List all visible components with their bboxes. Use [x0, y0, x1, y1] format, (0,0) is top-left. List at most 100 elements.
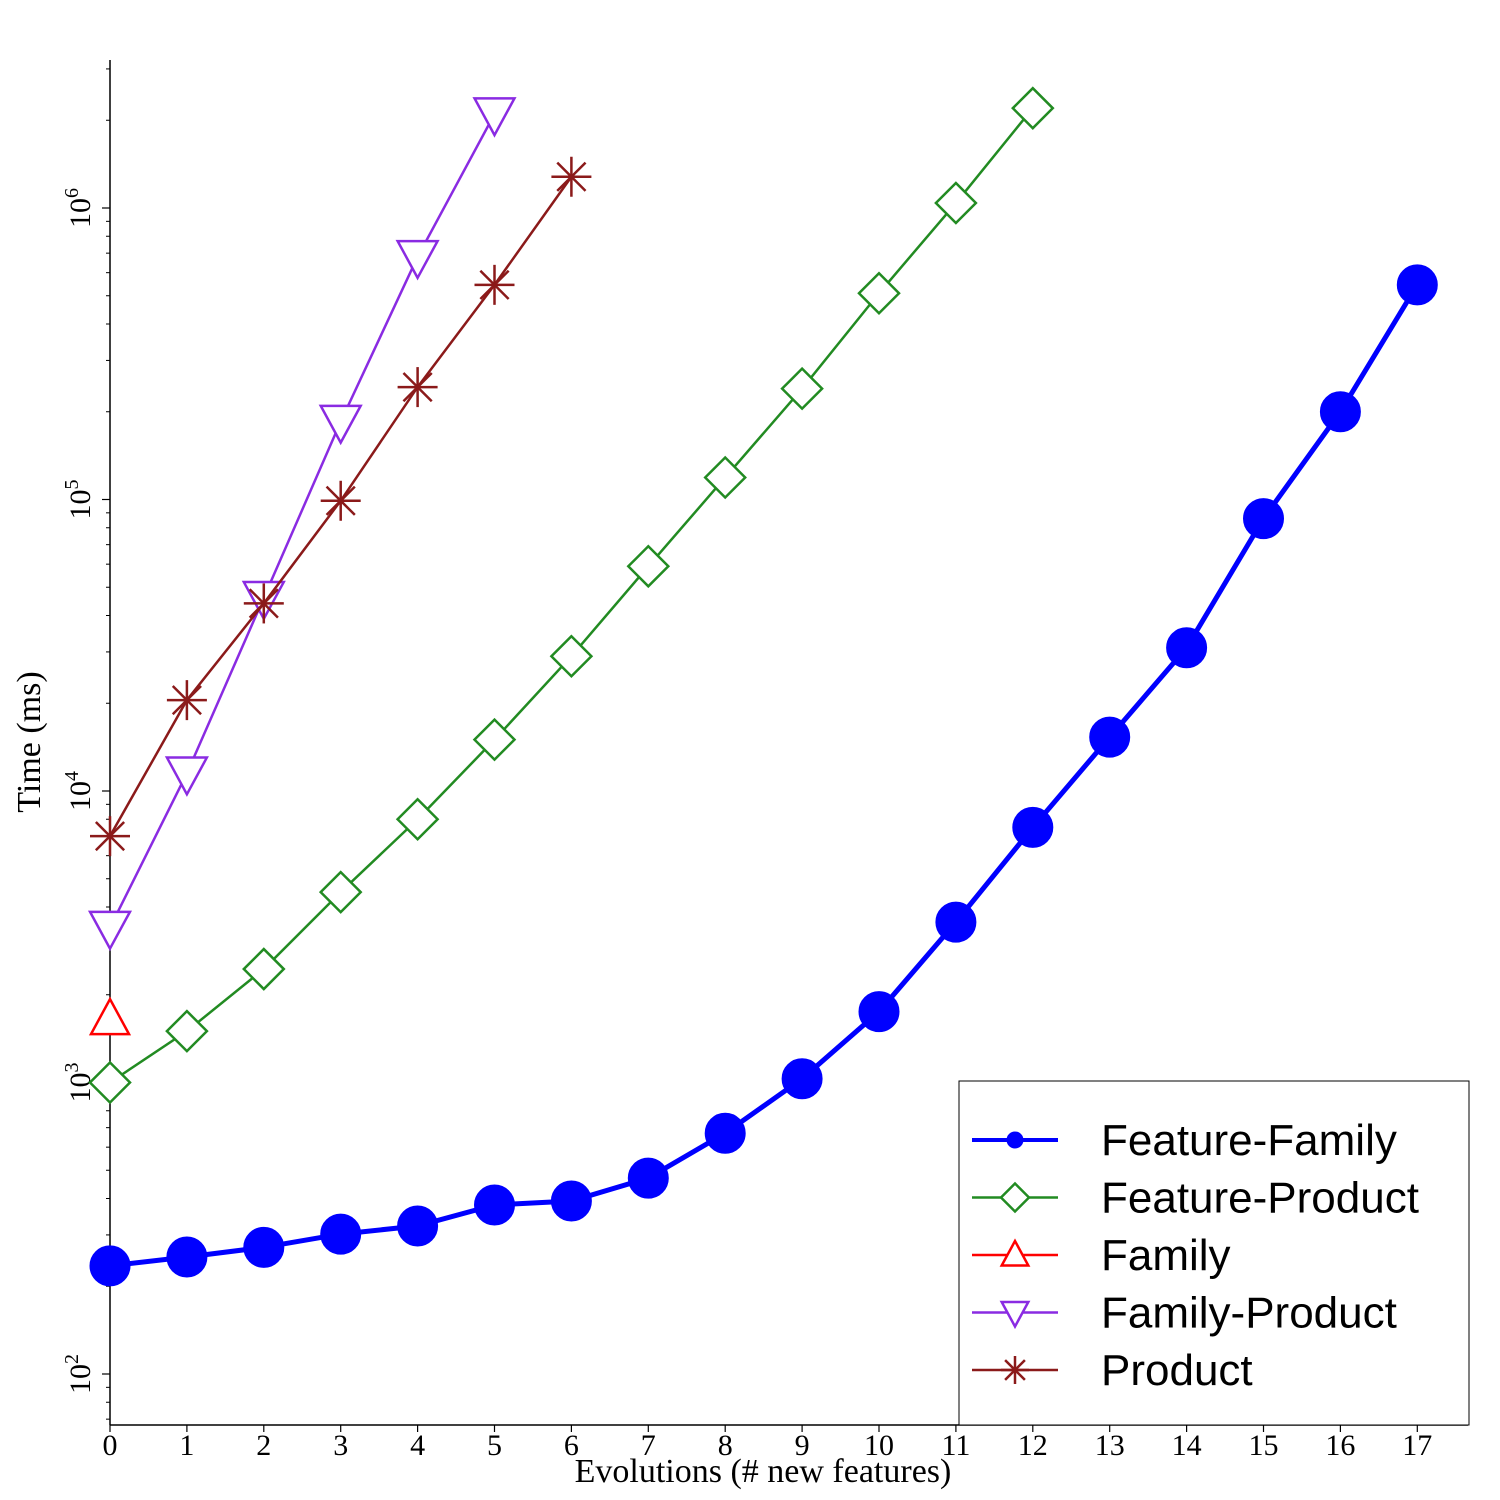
legend-item-family-product: Family-Product	[972, 1289, 1397, 1338]
x-tick-label: 2	[256, 1429, 271, 1462]
x-tick-label: 3	[333, 1429, 348, 1462]
x-tick-label: 15	[1249, 1429, 1279, 1462]
data-point-product	[320, 480, 361, 521]
data-point-feature-product	[395, 797, 440, 842]
asterisk-stroke	[479, 269, 510, 300]
legend-label: Feature-Product	[1101, 1174, 1419, 1223]
data-point-feature-family	[397, 1205, 439, 1247]
y-tick-label: 103	[61, 1063, 97, 1103]
data-point-feature-family	[1166, 627, 1208, 669]
y-tick-label: 102	[61, 1354, 97, 1394]
asterisk-stroke	[248, 588, 279, 619]
data-point-feature-product	[934, 181, 978, 225]
x-tick-label: 6	[564, 1429, 579, 1462]
asterisk-stroke	[171, 685, 202, 716]
data-point-feature-family	[935, 901, 977, 943]
data-point-feature-family	[474, 1184, 515, 1226]
x-tick-label: 8	[718, 1429, 733, 1462]
legend-label: Feature-Family	[1101, 1116, 1397, 1165]
legend-swatch-marker	[1001, 1356, 1029, 1384]
x-tick-label: 10	[864, 1429, 894, 1462]
data-point-feature-product	[703, 455, 747, 500]
x-tick-label: 5	[487, 1429, 502, 1462]
legend-swatch-marker	[999, 1300, 1031, 1330]
series-feature-family	[89, 264, 1438, 1287]
series-family	[88, 996, 132, 1036]
data-point-family-product	[395, 239, 440, 281]
data-point-feature-family	[704, 1112, 746, 1154]
data-point-feature-family	[1396, 264, 1438, 306]
x-tick-label: 7	[641, 1429, 656, 1462]
data-point-feature-family	[781, 1058, 823, 1100]
data-point-product	[243, 583, 284, 624]
legend-swatch-marker	[1006, 1131, 1024, 1149]
legend-items: Feature-Family Feature-Product Family Famil…	[972, 1116, 1419, 1395]
y-axis-label: Time (ms)	[11, 671, 48, 812]
x-tick-label: 12	[1018, 1429, 1048, 1462]
asterisk-stroke	[1004, 1359, 1026, 1381]
x-tick-label: 16	[1325, 1429, 1355, 1462]
data-point-family-product	[472, 97, 517, 138]
data-point-family-product	[318, 404, 363, 446]
y-ticks: 102 103 104 105 106	[61, 68, 110, 1420]
data-point-feature-family	[858, 991, 900, 1033]
data-point-feature-product	[549, 634, 594, 678]
data-point-feature-family	[1012, 806, 1054, 848]
data-point-feature-family	[1089, 716, 1131, 758]
data-point-feature-product	[857, 271, 901, 316]
data-point-feature-family	[166, 1236, 208, 1278]
x-tick-label: 13	[1095, 1429, 1125, 1462]
data-point-feature-family	[1319, 391, 1361, 433]
data-point-feature-product	[472, 717, 517, 762]
legend: Feature-Family Feature-Product Family Famil…	[958, 1080, 1470, 1426]
x-tick-label: 9	[795, 1429, 810, 1462]
x-tick-label: 1	[179, 1429, 194, 1462]
data-point-feature-product	[780, 366, 824, 411]
data-point-feature-family	[627, 1157, 669, 1199]
asterisk-stroke	[325, 485, 356, 516]
data-point-feature-product	[242, 947, 286, 991]
x-tick-label: 17	[1402, 1429, 1432, 1462]
data-point-family-product	[87, 910, 133, 952]
x-tick-label: 14	[1172, 1429, 1202, 1462]
data-point-feature-product	[318, 870, 363, 914]
y-tick-label: 104	[61, 771, 97, 811]
legend-label: Family	[1101, 1231, 1231, 1280]
legend-item-product: Product	[972, 1346, 1253, 1395]
data-point-product	[166, 680, 207, 721]
legend-item-feature-product: Feature-Product	[972, 1174, 1419, 1223]
y-tick-label: 105	[61, 480, 97, 520]
data-point-feature-product	[1011, 86, 1055, 130]
series-feature-product	[88, 86, 1055, 1105]
legend-swatch-marker	[999, 1181, 1031, 1214]
legend-swatch-marker	[999, 1238, 1031, 1267]
data-point-feature-family	[89, 1245, 131, 1287]
data-point-feature-family	[320, 1213, 362, 1255]
data-point-product	[397, 367, 438, 408]
series-layer	[87, 86, 1438, 1287]
data-point-family-product	[164, 756, 209, 797]
series-family-product	[87, 97, 517, 952]
series-line-feature-product	[109, 107, 1034, 1084]
data-point-feature-family	[243, 1226, 285, 1268]
data-point-family	[88, 996, 132, 1036]
x-tick-label: 11	[941, 1429, 970, 1462]
data-point-product	[90, 816, 130, 857]
asterisk-stroke	[94, 821, 126, 852]
data-point-feature-product	[165, 1009, 209, 1053]
asterisk-stroke	[402, 372, 433, 403]
data-point-feature-family	[1243, 498, 1284, 540]
legend-item-feature-family: Feature-Family	[972, 1116, 1397, 1165]
y-tick-label: 106	[61, 188, 97, 228]
series-line-family-product	[108, 113, 496, 929]
x-axis-label: Evolutions (# new features)	[575, 1453, 952, 1490]
data-point-feature-family	[550, 1180, 592, 1222]
data-point-product	[474, 264, 515, 305]
x-ticks: 0 1 2 3 4 5 6 7 8 9 10 11 12 13 14 15 16 17	[103, 1425, 1432, 1462]
legend-item-family: Family	[972, 1231, 1231, 1280]
asterisk-stroke	[556, 161, 587, 192]
data-point-product	[551, 156, 592, 197]
data-point-feature-product	[88, 1060, 132, 1105]
